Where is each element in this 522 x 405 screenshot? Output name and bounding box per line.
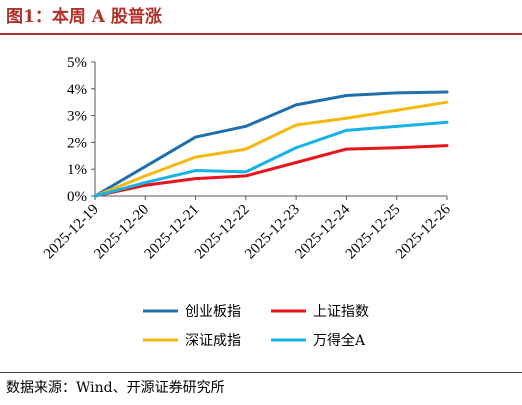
y-tick-label: 5%	[67, 55, 87, 71]
legend-label: 万得全A	[313, 332, 366, 349]
legend-label: 深证成指	[185, 333, 241, 349]
data-source: 数据来源：Wind、开源证券研究所	[6, 380, 225, 396]
series-line	[93, 100, 449, 198]
y-tick-label: 4%	[67, 82, 87, 98]
series-line	[93, 120, 449, 198]
series-line	[93, 144, 449, 198]
legend-label: 上证指数	[313, 304, 369, 320]
chart-title: 图1：本周 A 股普涨	[6, 7, 162, 27]
x-tick-label: 2025-12-26	[393, 201, 454, 262]
footer-divider	[0, 372, 522, 373]
title-divider	[0, 33, 522, 35]
y-tick-label: 0%	[67, 189, 87, 205]
y-tick-label: 3%	[67, 109, 87, 125]
y-tick-label: 1%	[67, 162, 87, 178]
y-tick-label: 2%	[67, 135, 87, 151]
series-line	[93, 90, 449, 198]
legend-label: 创业板指	[185, 304, 241, 320]
